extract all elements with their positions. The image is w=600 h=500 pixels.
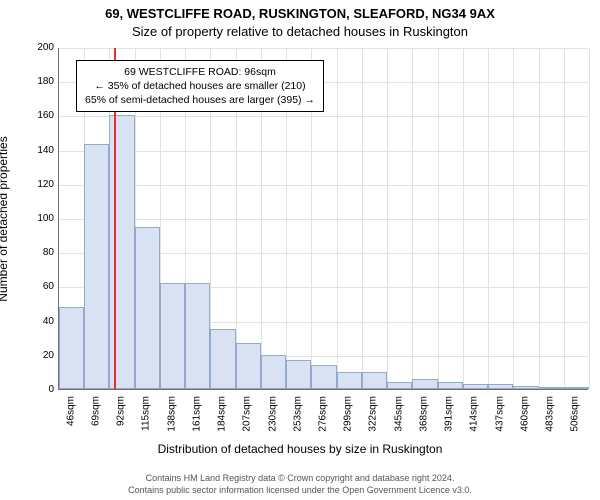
x-tick-label: 506sqm [570, 396, 581, 432]
histogram-bar [311, 365, 336, 389]
x-tick-label: 345sqm [393, 396, 404, 432]
histogram-bar [564, 387, 589, 389]
gridline-v [589, 48, 590, 389]
x-tick-label: 483sqm [545, 396, 556, 432]
y-tick-label: 120 [14, 180, 54, 190]
x-tick-label: 391sqm [444, 396, 455, 432]
chart-subtitle: Size of property relative to detached ho… [0, 24, 600, 39]
histogram-bar [362, 372, 387, 389]
x-tick-label: 92sqm [116, 396, 127, 426]
gridline-v [362, 48, 363, 389]
histogram-bar [160, 283, 185, 389]
histogram-bar [135, 227, 160, 389]
gridline-v [513, 48, 514, 389]
gridline-v [412, 48, 413, 389]
x-tick-label: 299sqm [343, 396, 354, 432]
x-tick-label: 161sqm [191, 396, 202, 432]
x-tick-label: 276sqm [318, 396, 329, 432]
y-tick-label: 200 [14, 43, 54, 53]
chart-title-address: 69, WESTCLIFFE ROAD, RUSKINGTON, SLEAFOR… [0, 6, 600, 21]
gridline-v [539, 48, 540, 389]
histogram-bar [286, 360, 311, 389]
x-tick-label: 322sqm [368, 396, 379, 432]
gridline-v [438, 48, 439, 389]
chart-container: 69, WESTCLIFFE ROAD, RUSKINGTON, SLEAFOR… [0, 0, 600, 500]
y-tick-label: 60 [14, 282, 54, 292]
histogram-bar [539, 387, 564, 389]
histogram-bar [261, 355, 286, 389]
x-tick-label: 437sqm [494, 396, 505, 432]
x-tick-label: 46sqm [65, 396, 76, 426]
y-tick-label: 140 [14, 146, 54, 156]
gridline-h [59, 151, 588, 152]
callout-line-1: 69 WESTCLIFFE ROAD: 96sqm [85, 65, 315, 79]
histogram-bar [236, 343, 261, 389]
histogram-bar [488, 384, 513, 389]
gridline-v [337, 48, 338, 389]
histogram-bar [210, 329, 235, 389]
x-tick-label: 184sqm [217, 396, 228, 432]
gridline-h [59, 219, 588, 220]
x-tick-label: 368sqm [418, 396, 429, 432]
y-tick-label: 100 [14, 214, 54, 224]
histogram-bar [387, 382, 412, 389]
callout-line-3: 65% of semi-detached houses are larger (… [85, 93, 315, 107]
gridline-v [488, 48, 489, 389]
histogram-bar [185, 283, 210, 389]
y-tick-label: 160 [14, 111, 54, 121]
footer-line-2: Contains public sector information licen… [0, 484, 600, 496]
y-tick-label: 180 [14, 77, 54, 87]
x-axis-label: Distribution of detached houses by size … [0, 442, 600, 456]
attribution-footer: Contains HM Land Registry data © Crown c… [0, 472, 600, 496]
gridline-h [59, 185, 588, 186]
gridline-h [59, 116, 588, 117]
y-axis-label: Number of detached properties [0, 136, 10, 301]
histogram-bar [59, 307, 84, 389]
y-tick-label: 0 [14, 385, 54, 395]
gridline-h [59, 48, 588, 49]
histogram-bar [513, 386, 538, 389]
x-tick-label: 138sqm [166, 396, 177, 432]
x-tick-label: 230sqm [267, 396, 278, 432]
y-tick-label: 80 [14, 248, 54, 258]
gridline-v [564, 48, 565, 389]
y-tick-label: 40 [14, 317, 54, 327]
x-tick-label: 115sqm [141, 396, 152, 431]
property-callout: 69 WESTCLIFFE ROAD: 96sqm ← 35% of detac… [76, 60, 324, 112]
gridline-v [463, 48, 464, 389]
histogram-bar [412, 379, 437, 389]
histogram-bar [337, 372, 362, 389]
x-tick-label: 414sqm [469, 396, 480, 432]
callout-line-2: ← 35% of detached houses are smaller (21… [85, 79, 315, 93]
histogram-bar [84, 144, 109, 389]
histogram-bar [438, 382, 463, 389]
gridline-v [387, 48, 388, 389]
x-tick-label: 207sqm [242, 396, 253, 432]
x-tick-label: 69sqm [90, 396, 101, 426]
histogram-bar [463, 384, 488, 389]
y-tick-label: 20 [14, 351, 54, 361]
footer-line-1: Contains HM Land Registry data © Crown c… [0, 472, 600, 484]
x-tick-label: 460sqm [519, 396, 530, 432]
x-tick-label: 253sqm [292, 396, 303, 432]
